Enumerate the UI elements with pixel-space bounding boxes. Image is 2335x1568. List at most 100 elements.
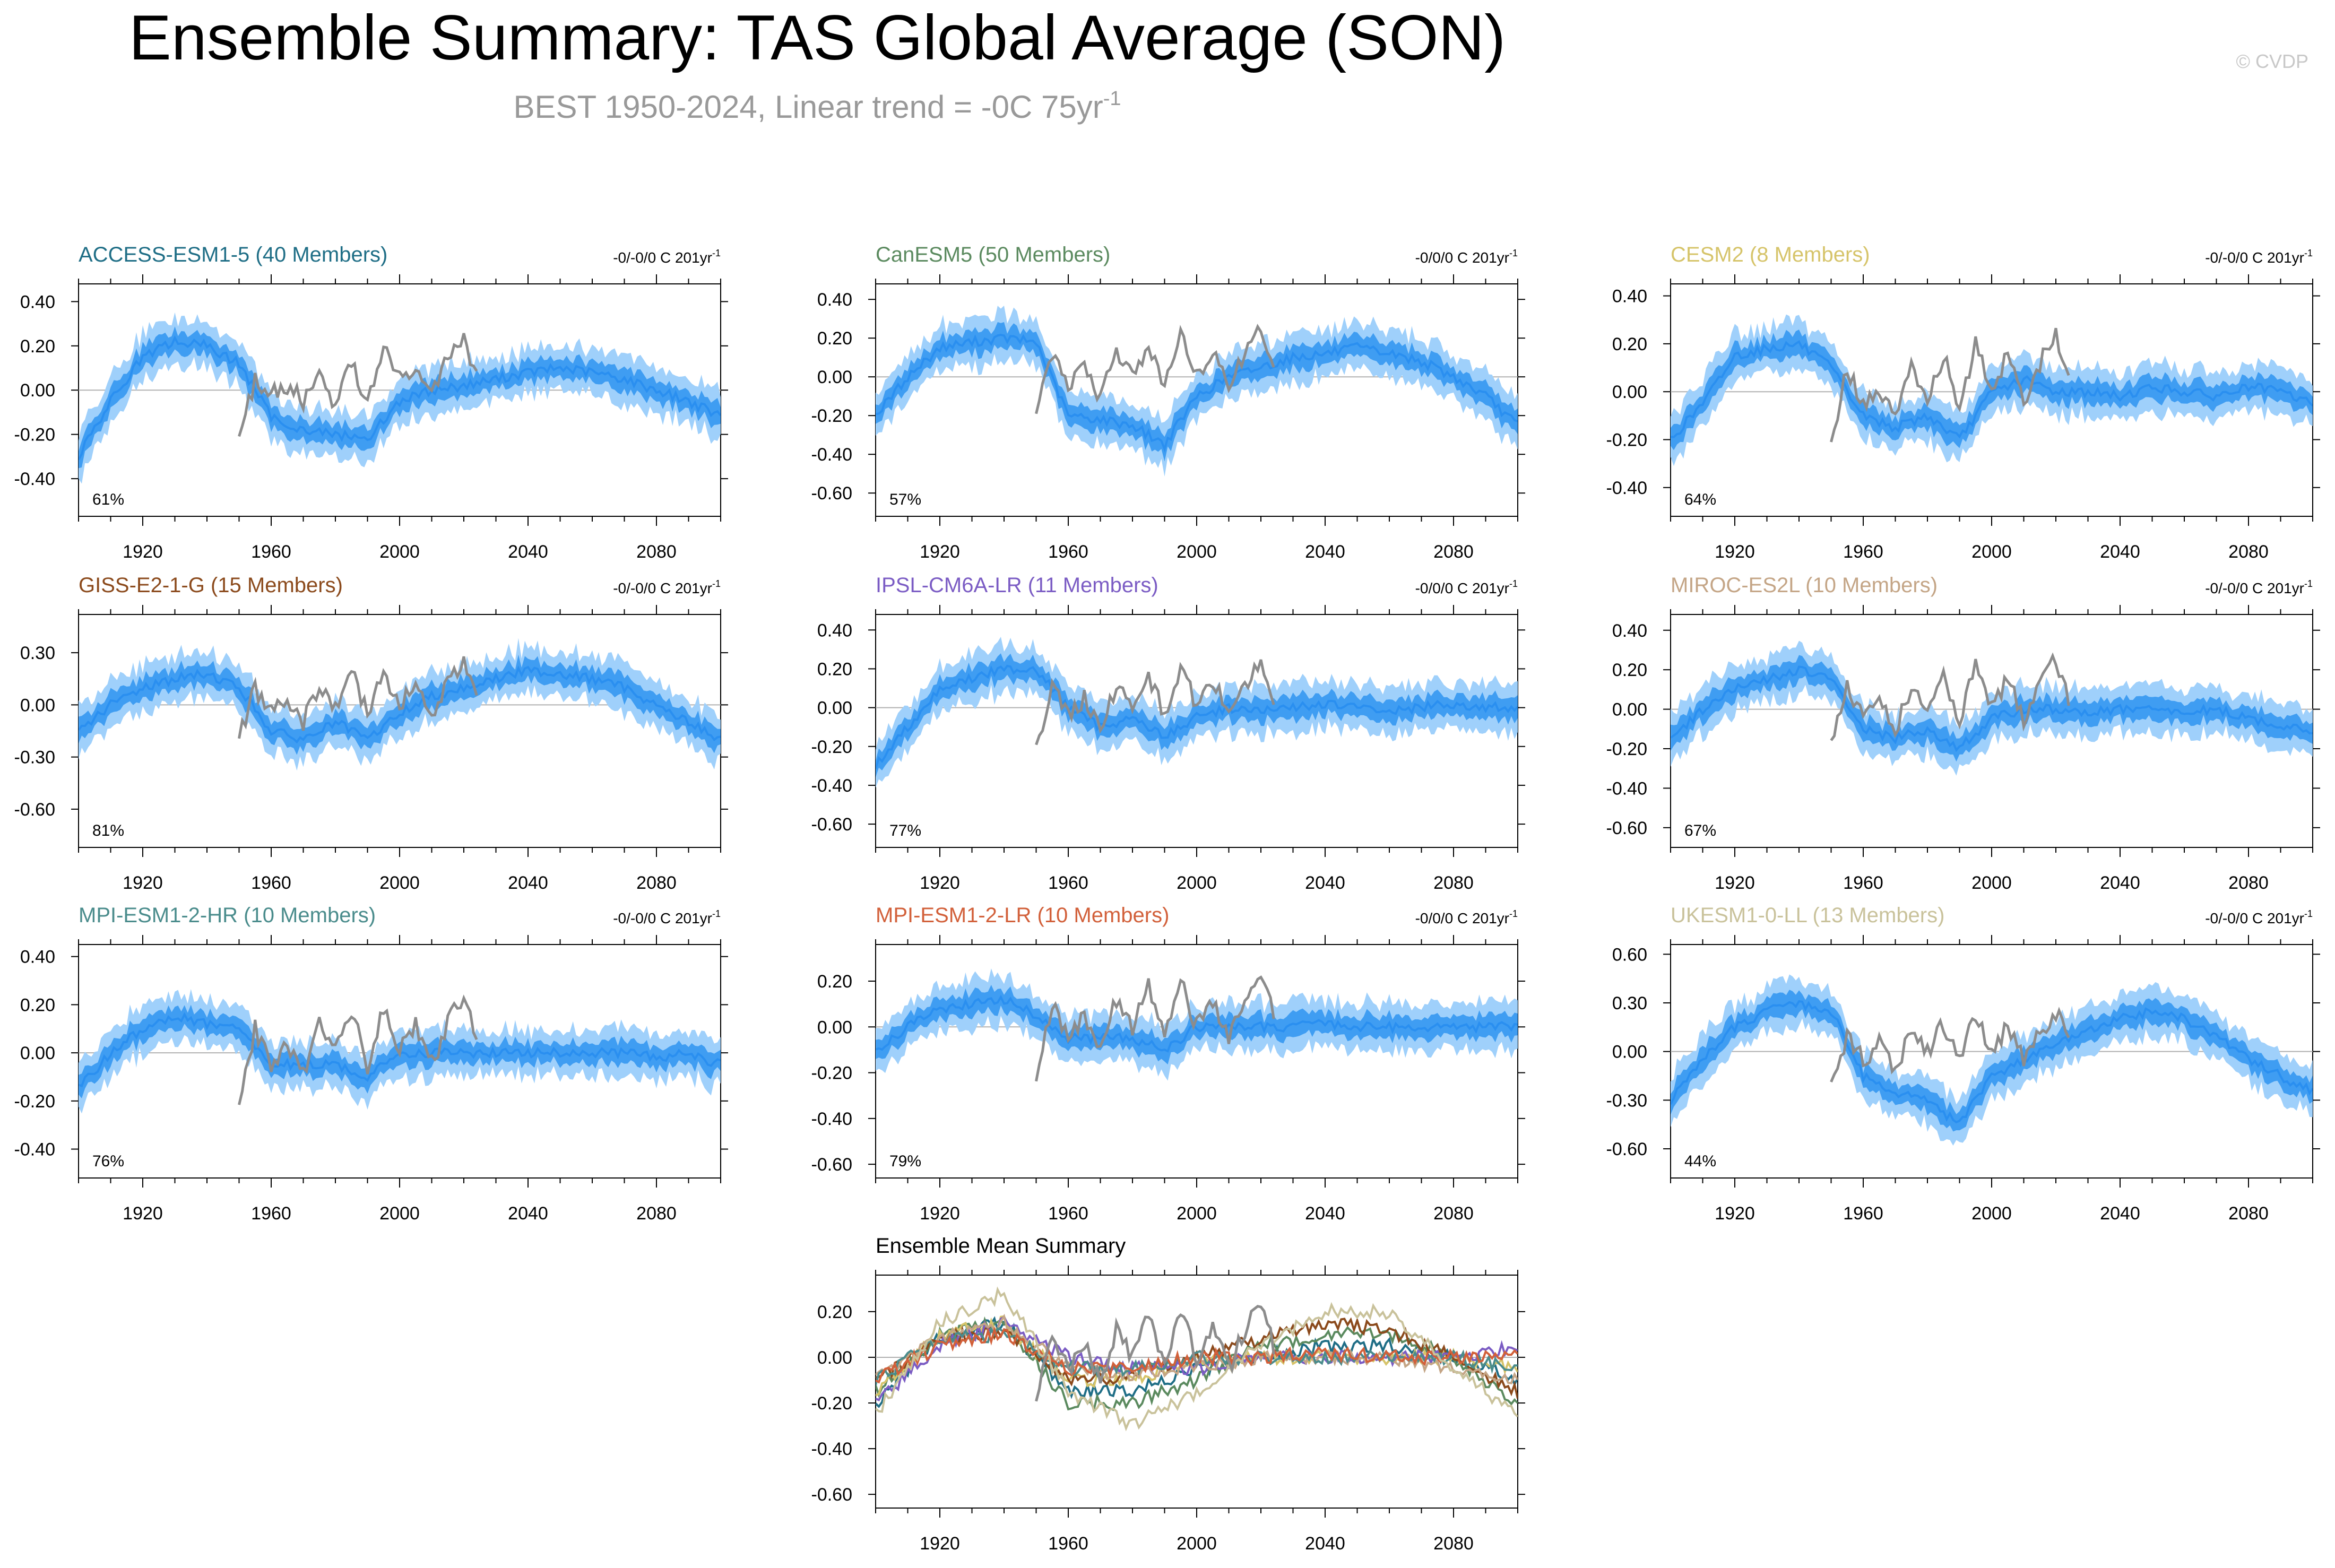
y-tick-label: -0.60 xyxy=(14,800,56,820)
y-tick-label: 0.20 xyxy=(1612,334,1647,354)
x-tick-label: 1920 xyxy=(123,1203,163,1224)
x-tick-label: 1960 xyxy=(1048,542,1088,562)
trend-label-sup: -1 xyxy=(2304,908,2313,919)
y-tick-label: 0.00 xyxy=(20,695,55,715)
x-tick-label: 2040 xyxy=(2100,873,2140,893)
y-tick-label: 0.20 xyxy=(20,995,55,1015)
x-tick-label: 2080 xyxy=(1433,542,1474,562)
x-tick-label: 2080 xyxy=(636,873,677,893)
observations-line xyxy=(238,994,478,1105)
x-tick-label: 1920 xyxy=(920,873,960,893)
trend-label-text: -0/-0/0 C 201yr xyxy=(2205,910,2304,926)
trend-label-sup: -1 xyxy=(712,908,721,919)
trend-label-sup: -1 xyxy=(1509,578,1518,589)
y-tick-label: -0.40 xyxy=(1606,778,1648,799)
y-tick-label: 0.20 xyxy=(817,659,852,679)
y-tick-label: 0.40 xyxy=(817,620,852,640)
x-tick-label: 1960 xyxy=(251,873,291,893)
x-tick-label: 1920 xyxy=(123,542,163,562)
x-tick-label: 2080 xyxy=(2228,873,2269,893)
ensemble-mean-line xyxy=(1671,340,2313,439)
y-tick-label: 0.20 xyxy=(1612,660,1647,680)
trend-label: -0/-0/0 C 201yr-1 xyxy=(613,908,721,926)
x-tick-label: 1920 xyxy=(920,542,960,562)
y-tick-label: -0.20 xyxy=(811,406,853,426)
y-tick-label: -0.30 xyxy=(1606,1090,1648,1111)
panel-title: CanESM5 (50 Members) xyxy=(876,243,1110,266)
observations-line xyxy=(238,333,478,437)
trend-label: -0/-0/0 C 201yr-1 xyxy=(613,578,721,596)
y-tick-label: 0.00 xyxy=(1612,382,1647,402)
y-tick-label: -0.40 xyxy=(14,469,56,489)
observations-line xyxy=(1035,975,1275,1082)
plot-area xyxy=(876,1286,1518,1432)
panel-title: CESM2 (8 Members) xyxy=(1671,243,1870,266)
y-tick-label: -0.60 xyxy=(811,1485,853,1505)
pct-label: 57% xyxy=(889,491,921,508)
y-tick-label: -0.20 xyxy=(1606,430,1648,451)
ensemble-mean-line xyxy=(876,664,1518,769)
ensemble-inner-band xyxy=(876,322,1518,462)
trend-label-text: -0/-0/0 C 201yr xyxy=(613,910,712,926)
x-tick-label: 2080 xyxy=(1433,1203,1474,1224)
ensemble-mean-line xyxy=(876,994,1518,1053)
y-tick-label: 0.00 xyxy=(1612,700,1647,720)
panel-9: 0.20 0.00 -0.20 -0.40 -0.60 1920 1960 2000 2040 2… xyxy=(811,1234,1525,1554)
ensemble-mean-line xyxy=(1671,1000,2313,1124)
x-tick-label: 2000 xyxy=(1177,1534,1217,1554)
trend-label-text: -0/-0/0 C 201yr xyxy=(2205,580,2304,596)
pct-label: 77% xyxy=(889,822,921,839)
plot-area xyxy=(79,638,721,771)
figure-subtitle-sup: -1 xyxy=(1103,88,1121,110)
x-tick-label: 1960 xyxy=(1048,873,1088,893)
x-tick-label: 1960 xyxy=(1048,1534,1088,1554)
x-tick-label: 2040 xyxy=(508,873,548,893)
x-tick-label: 2000 xyxy=(1177,873,1217,893)
y-tick-label: -0.60 xyxy=(811,483,853,504)
x-tick-label: 1920 xyxy=(920,1203,960,1224)
plot-area xyxy=(1671,640,2313,776)
x-tick-label: 1960 xyxy=(1843,873,1883,893)
panel-title: MPI-ESM1-2-LR (10 Members) xyxy=(876,904,1169,927)
model-mean-line xyxy=(876,1326,1518,1386)
panel-1: 0.40 0.20 0.00 -0.20 -0.40 -0.60 1920 1960 2000 2… xyxy=(811,243,1525,562)
panel-title: Ensemble Mean Summary xyxy=(876,1234,1126,1258)
plot-area xyxy=(876,968,1518,1082)
y-tick-label: 0.40 xyxy=(1612,287,1647,307)
trend-label-text: -0/-0/0 C 201yr xyxy=(2205,249,2304,266)
y-tick-label: 0.40 xyxy=(20,292,55,312)
x-tick-label: 1960 xyxy=(251,1203,291,1224)
x-tick-label: 2080 xyxy=(636,542,677,562)
trend-label-sup: -1 xyxy=(1509,908,1518,919)
y-tick-label: 0.00 xyxy=(817,1017,852,1037)
trend-label-text: -0/0/0 C 201yr xyxy=(1415,580,1509,596)
panel-grid: 0.40 0.20 0.00 -0.20 -0.40 1920 1960 2000 2040 20… xyxy=(14,243,2320,1554)
panel-6: 0.40 0.20 0.00 -0.20 -0.40 1920 1960 2000 2040 20… xyxy=(14,904,728,1224)
x-tick-label: 2080 xyxy=(636,1203,677,1224)
y-tick-label: 0.00 xyxy=(20,380,55,401)
model-mean-line xyxy=(876,1286,1518,1432)
y-tick-label: 0.20 xyxy=(817,972,852,992)
plot-area xyxy=(1671,314,2313,466)
panel-2: 0.40 0.20 0.00 -0.20 -0.40 1920 1960 2000 2040 20… xyxy=(1606,243,2320,562)
y-tick-label: 0.00 xyxy=(20,1043,55,1063)
y-tick-label: -0.40 xyxy=(811,445,853,465)
trend-label-text: -0/-0/0 C 201yr xyxy=(613,580,712,596)
x-tick-label: 2000 xyxy=(1177,1203,1217,1224)
x-tick-label: 2000 xyxy=(1971,873,2012,893)
y-tick-label: 0.30 xyxy=(1612,993,1647,1013)
trend-label-sup: -1 xyxy=(1509,248,1518,258)
figure-title: Ensemble Summary: TAS Global Average (SO… xyxy=(129,2,1506,73)
x-tick-label: 1920 xyxy=(123,873,163,893)
ensemble-inner-band xyxy=(1671,990,2313,1132)
trend-label-text: -0/-0/0 C 201yr xyxy=(613,249,712,266)
pct-label: 81% xyxy=(92,822,124,839)
x-tick-label: 2040 xyxy=(508,542,548,562)
plot-area xyxy=(79,312,721,484)
trend-label: -0/-0/0 C 201yr-1 xyxy=(613,248,721,266)
trend-label-sup: -1 xyxy=(712,248,721,258)
x-tick-label: 2040 xyxy=(1305,1203,1345,1224)
plot-area xyxy=(1671,974,2313,1146)
